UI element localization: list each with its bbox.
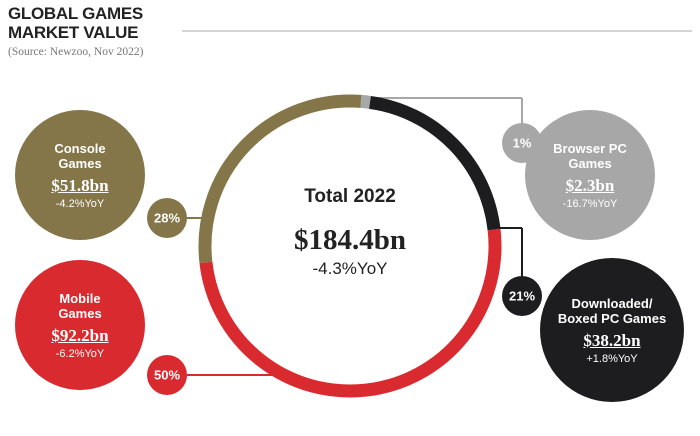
percent-label: 50% bbox=[154, 367, 180, 382]
category-amount: $51.8bn bbox=[51, 175, 109, 195]
category-name: Mobile Games bbox=[58, 290, 102, 321]
bubble-text: Console Games $51.8bn -4.2%YoY bbox=[15, 110, 145, 240]
category-bubble bbox=[540, 258, 684, 402]
center-block: Total 2022 $184.4bn -4.3%YoY bbox=[250, 186, 450, 279]
center-title: Total 2022 bbox=[304, 186, 396, 207]
donut-segment bbox=[360, 94, 371, 109]
category-bubble bbox=[15, 260, 145, 390]
bubble-text: Downloaded/ Boxed PC Games $38.2bn +1.8%Yo… bbox=[540, 258, 684, 402]
category-amount: $92.2bn bbox=[51, 325, 109, 345]
bubble-text: Mobile Games $92.2bn -6.2%YoY bbox=[15, 260, 145, 390]
donut-segment bbox=[369, 95, 501, 231]
category-change: -4.2%YoY bbox=[55, 197, 105, 210]
category-name: Downloaded/ Boxed PC Games bbox=[557, 295, 667, 326]
percent-badge bbox=[147, 355, 187, 395]
category-amount: $2.3bn bbox=[565, 175, 615, 195]
percent-label: 21% bbox=[509, 288, 535, 303]
category-name: Console Games bbox=[54, 140, 106, 171]
chart-title: GLOBAL GAMES MARKET VALUE bbox=[8, 4, 143, 42]
center-value: $184.4bn bbox=[293, 224, 406, 256]
category-name: Browser PC Games bbox=[553, 140, 627, 171]
chart-subtitle: (Source: Newzoo, Nov 2022) bbox=[8, 46, 144, 58]
donut-segment bbox=[198, 94, 362, 264]
category-amount: $38.2bn bbox=[583, 330, 641, 350]
percent-badge bbox=[147, 198, 187, 238]
bubble-text: Browser PC Games $2.3bn -16.7%YoY bbox=[525, 110, 655, 240]
percent-badge bbox=[502, 276, 542, 316]
category-change: +1.8%YoY bbox=[586, 352, 638, 365]
category-change: -16.7%YoY bbox=[562, 197, 618, 210]
center-change: -4.3%YoY bbox=[312, 259, 388, 278]
category-change: -6.2%YoY bbox=[55, 347, 105, 360]
percent-label: 28% bbox=[154, 210, 180, 225]
percent-badge bbox=[502, 123, 542, 163]
percent-label: 1% bbox=[513, 135, 532, 150]
category-bubble bbox=[15, 110, 145, 240]
donut-segment bbox=[199, 228, 502, 398]
category-bubble bbox=[525, 110, 655, 240]
